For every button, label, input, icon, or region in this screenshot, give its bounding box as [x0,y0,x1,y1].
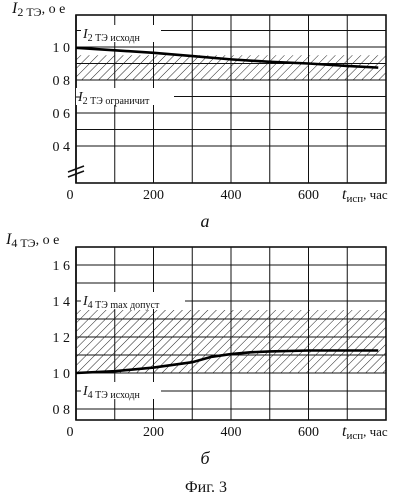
y-tick-label: 0 4 [53,140,71,155]
y-axis-label-sub: 2 ТЭ [17,5,41,19]
annotation-sub: 2 ТЭ ограничит [83,96,150,107]
x-axis-label-sub: исп [346,193,363,205]
y-tick-label: 1 2 [53,331,71,346]
x-tick-label: 0 [67,425,74,440]
y-tick-label: 1 0 [53,41,71,56]
y-tick-label: 0 6 [53,107,71,122]
annotation-sub: 4 ТЭ исходн [88,390,141,401]
y-axis-label-sub: 4 ТЭ [11,236,35,250]
y-axis-label-suffix: , о е [36,233,60,248]
chart-panel-a: 0 200 400 600 1 0 0 8 0 6 0 4 I2 ТЭ, о е tисп, ча… [11,0,388,231]
x-axis-label: tисп, час [342,186,388,205]
y-tick-label: 0 8 [53,74,71,89]
x-tick-label: 200 [143,425,164,440]
x-tick-label: 400 [221,188,242,203]
chart-panel-b: 0 200 400 600 1 6 1 4 1 2 1 0 0 8 I4 ТЭ, о е tисп,… [5,231,388,468]
y-tick-label: 0 8 [53,403,71,418]
y-tick-label: 1 6 [53,259,71,274]
panel-label: б [200,448,210,468]
x-tick-label: 600 [298,188,319,203]
x-axis-label: tисп, час [342,423,388,442]
y-axis-label-suffix: , о е [42,2,66,17]
y-axis-label: I4 ТЭ, о е [5,231,59,250]
annotation-sub: 2 ТЭ исходн [88,33,141,44]
x-tick-label: 400 [221,425,242,440]
x-tick-label: 600 [298,425,319,440]
y-axis-label: I2 ТЭ, о е [11,0,65,19]
x-axis-label-suffix: , час [363,187,388,202]
x-tick-label: 0 [67,188,74,203]
figure-caption: Фиг. 3 [185,479,227,496]
y-tick-label: 1 0 [53,367,71,382]
y-tick-label: 1 4 [53,295,71,310]
annotation-sub: 4 ТЭ max допуст [88,300,160,311]
x-axis-label-suffix: , час [363,424,388,439]
panel-label: а [201,211,210,231]
x-axis-label-sub: исп [346,430,363,442]
x-tick-label: 200 [143,188,164,203]
